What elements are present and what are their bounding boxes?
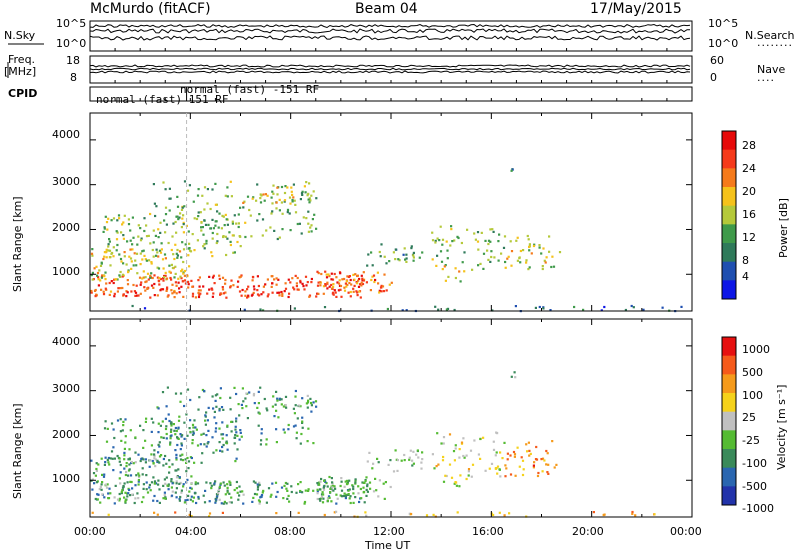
power-colorbar-segment [722, 168, 736, 188]
power-ylabel: Slant Range [km] [11, 196, 24, 292]
nave-trace [89, 70, 691, 74]
xtick-1200: 12:00 [373, 525, 405, 538]
xtick-0000: 00:00 [74, 525, 106, 538]
velocity-cbar-minus25: -25 [742, 434, 760, 447]
velocity-ytick-4000: 4000 [52, 335, 80, 348]
power-plot-frame [89, 112, 693, 312]
velocity-colorbar-segment [722, 411, 736, 431]
power-colorbar-segment [722, 224, 736, 244]
velocity-colorbar-segment [722, 374, 736, 394]
cpid-entry-1: normal (fast) 151 RF [96, 93, 229, 106]
power-cbar-8: 8 [742, 254, 749, 267]
velocity-colorbar-segment [722, 467, 736, 487]
velocity-cbar-minus100: -100 [742, 457, 767, 470]
noise-sky-label: N.Sky [4, 29, 36, 42]
freq-label-2: [MHz] [4, 65, 37, 78]
power-colorbar-segment [722, 261, 736, 281]
beam-title: Beam 04 [355, 1, 418, 17]
noise-search-line: ········ [757, 39, 793, 52]
nave-tick-top: 60 [710, 54, 724, 67]
freq-trace-2 [89, 67, 691, 71]
velocity-cbar-100: 100 [742, 389, 763, 402]
power-cbar-label: Power [dB] [777, 198, 790, 258]
velocity-cbar-minus500: -500 [742, 480, 767, 493]
power-colorbar-segment [722, 187, 736, 207]
freq-tick-bottom: 8 [70, 71, 77, 84]
freq-tick-top: 18 [66, 54, 80, 67]
power-cbar-20: 20 [742, 185, 756, 198]
velocity-colorbar-segment [722, 337, 736, 357]
power-ytick-1000: 1000 [52, 265, 80, 278]
nave-label: Nave [757, 63, 786, 76]
velocity-ytick-1000: 1000 [52, 472, 80, 485]
cpid-entry-2: normal (fast) -151 RF [180, 83, 320, 96]
xtick-0800: 08:00 [274, 525, 306, 538]
velocity-cbar-label: Velocity [m s⁻¹] [775, 384, 788, 470]
power-ytick-3000: 3000 [52, 175, 80, 188]
power-colorbar-segment [722, 280, 736, 300]
velocity-colorbar-segment [722, 449, 736, 469]
nave-line: ···· [757, 74, 775, 87]
power-ytick-2000: 2000 [52, 221, 80, 234]
noise-search-label: N.Search [745, 29, 795, 42]
velocity-colorbar-segment [722, 486, 736, 506]
noise-tick-left-bottom: 10^0 [56, 37, 87, 50]
power-cbar-12: 12 [742, 231, 756, 244]
freq-label-1: Freq. [8, 53, 36, 66]
velocity-cbar-1000: 1000 [742, 343, 770, 356]
noise-tick-right-top: 10^5 [708, 17, 739, 30]
power-data-cells [90, 168, 683, 313]
cpid-label: CPID [8, 87, 38, 100]
velocity-ytick-3000: 3000 [52, 382, 80, 395]
velocity-colorbar-segment [722, 430, 736, 450]
velocity-data-cells [90, 371, 656, 518]
power-cbar-28: 28 [742, 139, 756, 152]
noise-upper-trace [89, 23, 691, 29]
velocity-cbar-500: 500 [742, 366, 763, 379]
power-colorbar-frame [721, 130, 737, 300]
velocity-colorbar-frame [721, 336, 737, 506]
power-cbar-4: 4 [742, 270, 749, 283]
xtick-1600: 16:00 [472, 525, 504, 538]
velocity-cbar-minus1000: -1000 [742, 502, 774, 515]
power-cbar-16: 16 [742, 208, 756, 221]
xtick-0400: 04:00 [175, 525, 207, 538]
velocity-colorbar-segment [722, 393, 736, 413]
velocity-ytick-2000: 2000 [52, 428, 80, 441]
station-title: McMurdo (fitACF) [90, 1, 211, 17]
power-colorbar-segment [722, 131, 736, 151]
noise-search-trace [89, 35, 691, 41]
velocity-ylabel: Slant Range [km] [11, 403, 24, 499]
noise-tick-left-top: 10^5 [56, 17, 87, 30]
power-colorbar-segment [722, 243, 736, 263]
x-axis-label: Time UT [365, 539, 411, 552]
nave-tick-bottom: 0 [710, 71, 717, 84]
velocity-colorbar-segment [722, 355, 736, 375]
power-colorbar-segment [722, 149, 736, 169]
power-ytick-4000: 4000 [52, 128, 80, 141]
velocity-cbar-25: 25 [742, 411, 756, 424]
date-title: 17/May/2015 [590, 1, 682, 17]
xtick-2000: 20:00 [572, 525, 604, 538]
noise-tick-right-bottom: 10^0 [708, 37, 739, 50]
freq-trace [89, 64, 691, 68]
power-colorbar-segment [722, 205, 736, 225]
power-cbar-24: 24 [742, 162, 756, 175]
xtick-0000-end: 00:00 [670, 525, 702, 538]
noise-sky-trace [89, 28, 691, 34]
